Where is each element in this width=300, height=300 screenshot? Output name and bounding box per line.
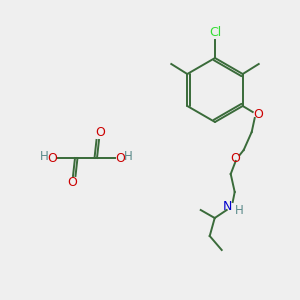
Text: O: O: [95, 127, 105, 140]
Text: H: H: [124, 151, 132, 164]
Text: H: H: [235, 203, 244, 217]
Text: H: H: [40, 151, 48, 164]
Text: Cl: Cl: [209, 26, 221, 40]
Text: O: O: [115, 152, 125, 164]
Text: O: O: [47, 152, 57, 164]
Text: N: N: [223, 200, 232, 214]
Text: O: O: [67, 176, 77, 190]
Text: O: O: [253, 107, 263, 121]
Text: O: O: [230, 152, 240, 166]
